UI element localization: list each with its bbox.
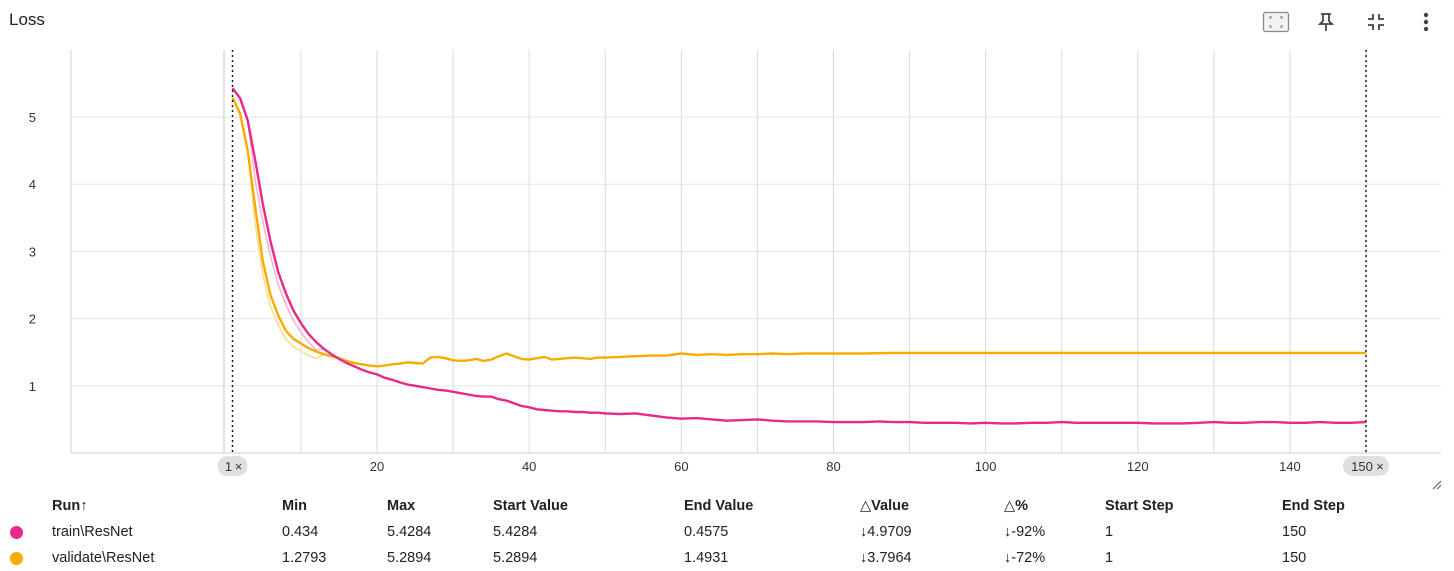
- min-column-header[interactable]: Min: [282, 498, 307, 514]
- range-marker-label: 150: [1351, 459, 1373, 474]
- fit-to-data-icon: [1262, 11, 1290, 33]
- series-raw-line: [231, 87, 1367, 425]
- table-row[interactable]: train\ResNet 0.434 5.4284 5.4284 0.4575 …: [10, 519, 1402, 545]
- delta-percent-column-header[interactable]: △%: [1004, 498, 1029, 514]
- table-row[interactable]: validate\ResNet 1.2793 5.2894 5.2894 1.4…: [10, 545, 1402, 571]
- y-tick-label: 4: [29, 177, 36, 192]
- range-marker-label: 1: [225, 459, 232, 474]
- end-step: 150: [1282, 524, 1307, 540]
- x-tick-label: 140: [1279, 459, 1301, 474]
- y-tick-label: 1: [29, 379, 36, 394]
- y-tick-label: 5: [29, 110, 36, 125]
- start-step-column-header[interactable]: Start Step: [1105, 498, 1174, 514]
- run-color-dot: [10, 525, 23, 539]
- x-tick-label: 40: [522, 459, 536, 474]
- y-tick-label: 2: [29, 312, 36, 327]
- delta-value: ↓4.9709: [860, 524, 912, 540]
- sort-ascending-icon: ↑: [80, 498, 88, 514]
- x-tick-label: 80: [826, 459, 840, 474]
- start-value: 5.4284: [493, 524, 538, 540]
- chart-series: [231, 87, 1367, 425]
- x-tick-label: 120: [1127, 459, 1149, 474]
- close-icon: ×: [1376, 459, 1384, 474]
- run-name: train\ResNet: [52, 524, 133, 540]
- range-marker-chip[interactable]: 150 ×: [1343, 456, 1389, 476]
- range-marker-chip[interactable]: 1 ×: [217, 456, 248, 476]
- delta-value: ↓3.7964: [860, 550, 912, 566]
- run-header-label: Run: [52, 498, 81, 514]
- start-value: 5.2894: [493, 550, 538, 566]
- chart-toolbar: [1258, 6, 1444, 38]
- min-value: 1.2793: [282, 550, 327, 566]
- end-value: 1.4931: [684, 550, 729, 566]
- run-color-dot: [10, 551, 23, 565]
- resize-handle-icon[interactable]: [1430, 478, 1442, 490]
- start-step: 1: [1105, 550, 1114, 566]
- axis-ticks: 1 2 3 4 5 20 40 60 80 100 120 140: [29, 110, 1301, 474]
- max-value: 5.2894: [387, 550, 432, 566]
- series-raw-line: [231, 97, 1366, 368]
- max-value: 5.4284: [387, 524, 432, 540]
- x-tick-label: 100: [975, 459, 997, 474]
- delta-value-column-header[interactable]: △Value: [860, 498, 910, 514]
- x-tick-label: 20: [370, 459, 384, 474]
- end-step-column-header[interactable]: End Step: [1282, 498, 1345, 514]
- chart-grid: [71, 50, 1441, 453]
- range-markers: 1 × 150 ×: [217, 50, 1389, 476]
- max-column-header[interactable]: Max: [387, 498, 416, 514]
- chart-series-raw: [231, 87, 1367, 425]
- y-tick-label: 3: [29, 244, 36, 259]
- collapse-button[interactable]: [1358, 6, 1394, 38]
- end-value: 0.4575: [684, 524, 729, 540]
- delta-percent: ↓-92%: [1004, 524, 1046, 540]
- close-icon: ×: [235, 459, 243, 474]
- runs-table: Run↑ Min Max Start Value End Value △Valu…: [10, 493, 1402, 571]
- more-vert-icon: [1423, 12, 1429, 32]
- series-line: [231, 96, 1366, 368]
- end-step: 150: [1282, 550, 1307, 566]
- collapse-icon: [1368, 14, 1384, 30]
- end-value-column-header[interactable]: End Value: [684, 498, 754, 514]
- start-step: 1: [1105, 524, 1114, 540]
- x-tick-label: 60: [674, 459, 688, 474]
- run-name: validate\ResNet: [52, 550, 155, 566]
- chart-title: Loss: [9, 10, 45, 29]
- chart-axes: [70, 50, 1441, 454]
- pin-button[interactable]: [1308, 6, 1344, 38]
- fit-to-data-button[interactable]: [1258, 6, 1294, 38]
- delta-percent: ↓-72%: [1004, 550, 1046, 566]
- run-column-header[interactable]: Run↑: [52, 493, 282, 519]
- series-line: [231, 87, 1367, 425]
- more-options-button[interactable]: [1408, 6, 1444, 38]
- start-value-column-header[interactable]: Start Value: [493, 498, 568, 514]
- min-value: 0.434: [282, 524, 319, 540]
- runs-table-header: Run↑ Min Max Start Value End Value △Valu…: [10, 493, 1402, 519]
- pin-icon: [1317, 13, 1335, 31]
- color-column-header: [10, 493, 52, 519]
